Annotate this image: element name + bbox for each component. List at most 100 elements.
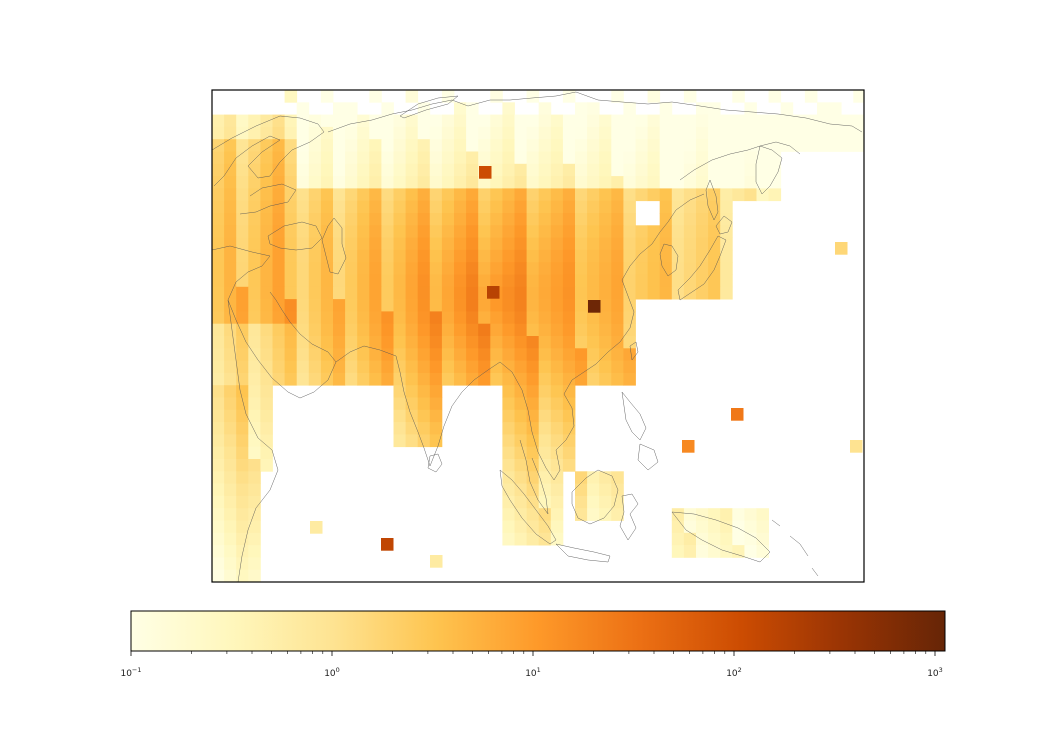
grid-cell (744, 114, 757, 128)
grid-cell (393, 311, 406, 325)
grid-cell (611, 176, 624, 189)
grid-cell (696, 102, 709, 115)
grid-cell (562, 459, 576, 472)
grid-cell (696, 545, 709, 558)
grid-cell (224, 409, 237, 423)
grid-cell (320, 323, 334, 337)
grid-cell (454, 151, 467, 165)
grid-cell (683, 176, 697, 189)
grid-cell (490, 249, 503, 263)
grid-cell (671, 213, 685, 226)
scandinavia-coastline (212, 115, 325, 187)
grid-cell (381, 299, 394, 312)
grid-cell (405, 422, 419, 435)
grid-cell (768, 176, 782, 189)
grid-cell (720, 286, 733, 300)
grid-cell (405, 188, 419, 202)
grid-cell (369, 151, 382, 165)
grid-cell (296, 237, 310, 251)
grid-cell (369, 274, 382, 288)
grid-cell (853, 139, 864, 152)
grid-cell (587, 102, 600, 115)
grid-cell (417, 126, 431, 140)
grid-cell (296, 299, 310, 312)
grid-cell (393, 126, 406, 140)
grid-cell (393, 176, 406, 189)
sri-lanka-coast (427, 453, 443, 473)
grid-cell (405, 213, 419, 226)
borneo-coast (571, 469, 619, 525)
grid-cell (526, 397, 540, 411)
grid-cell (224, 520, 237, 534)
grid-cell (696, 213, 709, 226)
grid-cell (272, 348, 285, 361)
grid-cell (236, 151, 249, 165)
grid-cell (248, 532, 261, 546)
grid-cell (611, 213, 624, 226)
grid-cell (345, 139, 358, 152)
grid-cell (224, 508, 237, 521)
grid-cell (260, 200, 273, 214)
grid-cell (236, 360, 249, 374)
grid-cell (333, 225, 346, 238)
grid-cell (526, 274, 540, 288)
grid-cell (696, 176, 709, 189)
grid-cell (248, 262, 261, 275)
grid-cell (284, 200, 298, 214)
grid-cell (732, 188, 745, 202)
grid-cell (296, 360, 310, 374)
arctic-coastline (327, 91, 863, 133)
grid-cell (441, 311, 455, 325)
grid-cell (369, 360, 382, 374)
grid-cell (756, 126, 769, 140)
grid-cell (720, 176, 733, 189)
grid-cell (296, 188, 310, 202)
grid-cell (671, 545, 685, 558)
grid-cell (490, 126, 503, 140)
grid-cell (284, 311, 298, 325)
grid-cell (490, 213, 503, 226)
grid-cell (550, 459, 564, 472)
grid-cell (575, 323, 588, 337)
grid-cell (514, 151, 527, 165)
grid-cell (417, 139, 431, 152)
grid-cell (526, 532, 540, 546)
grid-cell (308, 176, 322, 189)
grid-cell (514, 200, 527, 214)
grid-cell (490, 225, 503, 238)
grid-cell (224, 495, 237, 509)
grid-cell (393, 286, 406, 300)
grid-cell (744, 163, 757, 177)
grid-cell (236, 188, 249, 202)
grid-cell (647, 114, 661, 128)
grid-cell (345, 299, 358, 312)
grid-cell (236, 213, 249, 226)
grid-cell (369, 286, 382, 300)
grid-cell (248, 483, 261, 497)
grid-cell (587, 151, 600, 165)
grid-cell (405, 360, 419, 374)
grid-cell (562, 286, 576, 300)
grid-cell (236, 483, 249, 497)
grid-cell (224, 422, 237, 435)
grid-cell (260, 409, 273, 423)
grid-cell (357, 225, 370, 238)
grid-cell (236, 446, 249, 460)
grid-cell (490, 176, 503, 189)
grid-cell (562, 446, 576, 460)
grid-cell (562, 249, 576, 263)
grid-cell (502, 102, 515, 115)
grid-cell (768, 90, 782, 103)
grid-cell (756, 508, 769, 521)
grid-cell (212, 286, 225, 300)
grid-cell (212, 237, 225, 251)
grid-cell (514, 360, 527, 374)
grid-cell (732, 508, 745, 521)
grid-cell (708, 126, 721, 140)
grid-cell (296, 262, 310, 275)
grid-cell (320, 274, 334, 288)
grid-cell (635, 139, 648, 152)
grid-cell (623, 348, 636, 361)
grid-cell (284, 188, 298, 202)
grid-cell (587, 348, 600, 361)
